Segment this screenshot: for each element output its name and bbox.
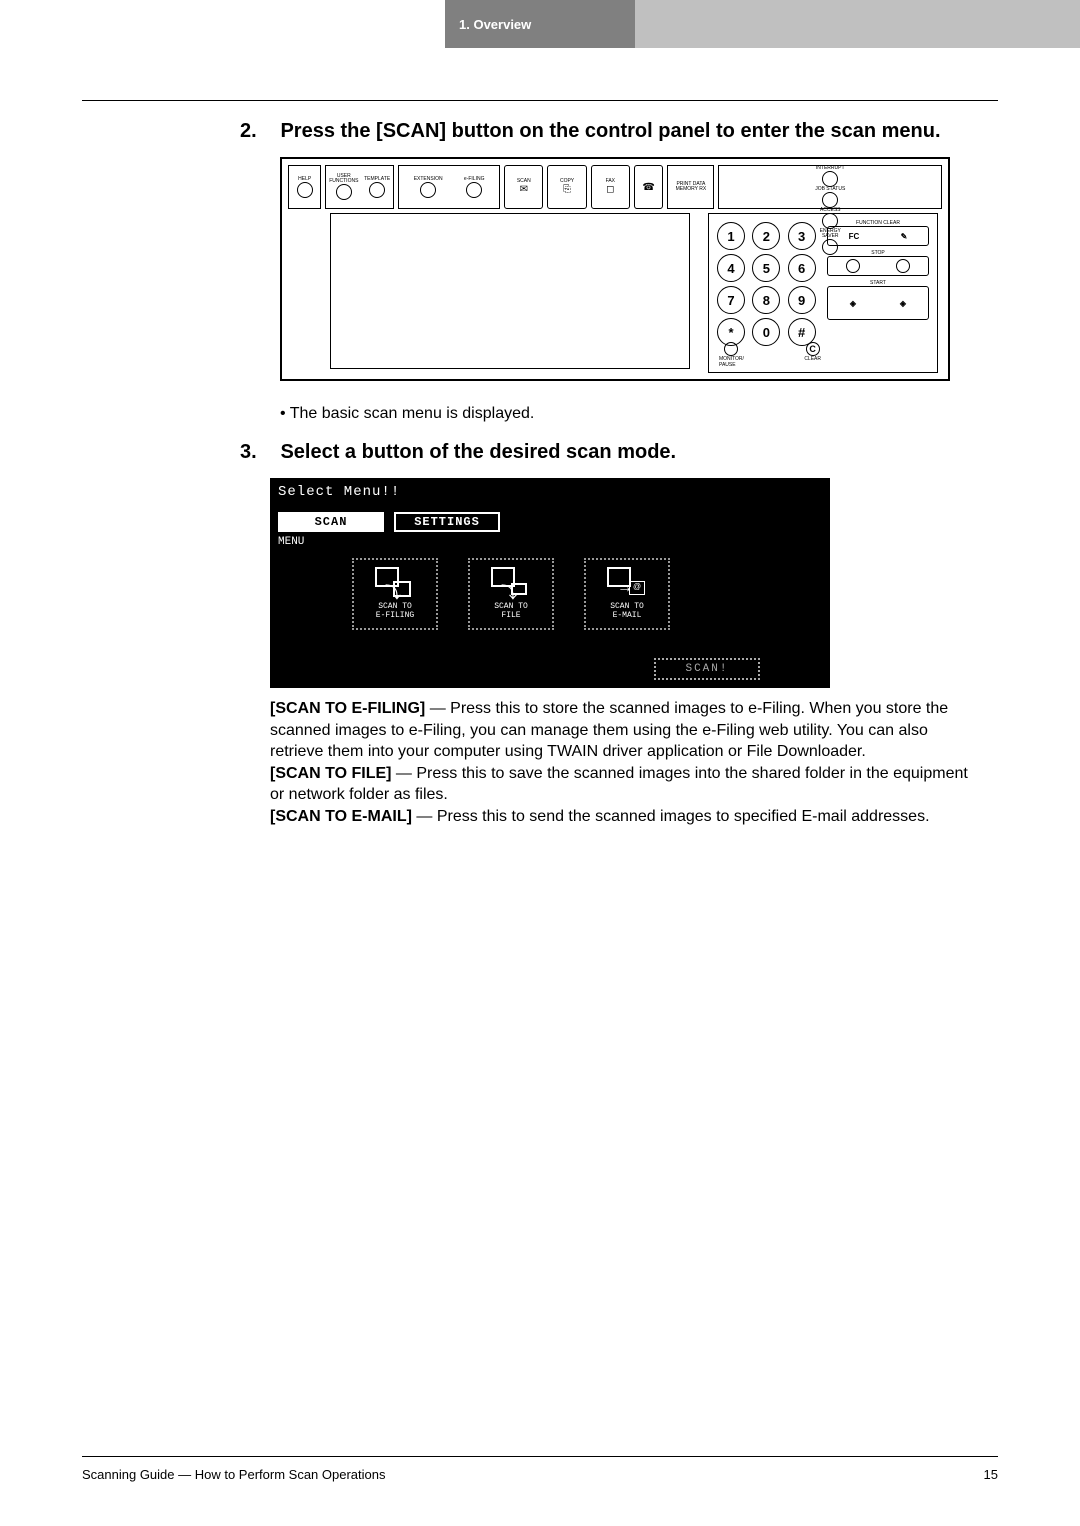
scan-to-email-button[interactable]: → @ SCAN TO E-MAIL	[584, 558, 670, 630]
description: [SCAN TO E-FILING] — Press this to store…	[270, 698, 968, 828]
footer-left: Scanning Guide — How to Perform Scan Ope…	[82, 1467, 385, 1482]
key-3: 3	[788, 222, 816, 250]
header-divider	[635, 0, 1080, 48]
eraser-icon: ✎	[901, 232, 908, 241]
touch-screen: Select Menu!! SCAN SETTINGS MENU ⤵ SCAN …	[270, 478, 830, 688]
extension-icon	[420, 182, 436, 198]
scan-exec-button[interactable]: SCAN!	[654, 658, 760, 680]
key-5: 5	[752, 254, 780, 282]
fax-glyph: ◻	[606, 184, 614, 195]
scan-to-file-button[interactable]: ⤵ SCAN TO FILE	[468, 558, 554, 630]
file-opt-icon: ⤵	[491, 567, 531, 599]
bullet-note: • The basic scan menu is displayed.	[280, 405, 998, 423]
user-functions-icon	[336, 184, 352, 200]
panel-help: HELP	[288, 165, 321, 209]
step-3-num: 3.	[240, 441, 276, 464]
tab-scan[interactable]: SCAN	[278, 512, 384, 532]
step-3-text: Select a button of the desired scan mode…	[280, 441, 676, 463]
scan-to-efiling-label: [SCAN TO E-FILING]	[270, 700, 425, 717]
key-4: 4	[717, 254, 745, 282]
panel-leds: PRINT DATA MEMORY RX	[667, 165, 714, 209]
key-2: 2	[752, 222, 780, 250]
panel-scan-button: SCAN ✉	[504, 165, 543, 209]
panel-fax-button: FAX ◻	[591, 165, 630, 209]
stop-circle2-icon	[896, 259, 910, 273]
panel-fax2-button: ☎	[634, 165, 663, 209]
footer: Scanning Guide — How to Perform Scan Ope…	[82, 1456, 998, 1482]
key-8: 8	[752, 286, 780, 314]
header-tab: 1. Overview	[445, 0, 635, 48]
step-2-num: 2.	[240, 120, 276, 143]
top-rule	[82, 100, 998, 101]
key-7: 7	[717, 286, 745, 314]
footer-page: 15	[984, 1467, 998, 1482]
step-2: 2. Press the [SCAN] button on the contro…	[240, 120, 998, 143]
footer-rule	[82, 1456, 998, 1457]
panel-copy-button: COPY ⎘	[547, 165, 586, 209]
key-1: 1	[717, 222, 745, 250]
stop-box	[827, 256, 929, 276]
monitor-pause-icon	[724, 342, 738, 356]
scan-to-email-label: [SCAN TO E-MAIL]	[270, 808, 412, 825]
email-opt-icon: → @	[607, 567, 647, 599]
efiling-opt-icon: ⤵	[375, 567, 415, 599]
scan-to-efiling-button[interactable]: ⤵ SCAN TO E-FILING	[352, 558, 438, 630]
panel-right: INTERRUPT JOB STATUS ACCESS ENERGY SAVER	[718, 165, 942, 209]
efiling-icon	[466, 182, 482, 198]
scan-to-file-label: [SCAN TO FILE]	[270, 765, 391, 782]
stop-circle-icon	[846, 259, 860, 273]
help-button-icon	[297, 182, 313, 198]
panel-screen	[330, 213, 690, 369]
copy-glyph: ⎘	[563, 184, 571, 195]
step-2-text: Press the [SCAN] button on the control p…	[280, 120, 940, 142]
fc-box: FC✎	[827, 226, 929, 246]
start-diamond2-icon: ◈	[900, 299, 906, 308]
panel-mode-buttons: EXTENSION e-FILING	[398, 165, 500, 209]
template-icon	[369, 182, 385, 198]
control-panel-diagram: HELP USER FUNCTIONS TEMPLATE EXTENSION	[280, 157, 950, 381]
ui-menu-label: MENU	[278, 536, 304, 548]
panel-user: USER FUNCTIONS TEMPLATE	[325, 165, 394, 209]
key-9: 9	[788, 286, 816, 314]
start-box: ◈◈	[827, 286, 929, 320]
interrupt-icon	[822, 171, 838, 187]
key-6: 6	[788, 254, 816, 282]
fax2-glyph: ☎	[642, 182, 654, 193]
panel-keypad: 1 2 3 4 5 6 7 8 9 * 0 # FUNCTION CLEAR F…	[708, 213, 938, 373]
job-status-icon	[822, 192, 838, 208]
start-diamond-icon: ◈	[850, 299, 856, 308]
ui-title: Select Menu!!	[278, 484, 400, 500]
step-3: 3. Select a button of the desired scan m…	[240, 441, 998, 464]
clear-c-icon: C	[806, 342, 820, 356]
scan-glyph: ✉	[520, 184, 528, 195]
tab-settings[interactable]: SETTINGS	[394, 512, 500, 532]
